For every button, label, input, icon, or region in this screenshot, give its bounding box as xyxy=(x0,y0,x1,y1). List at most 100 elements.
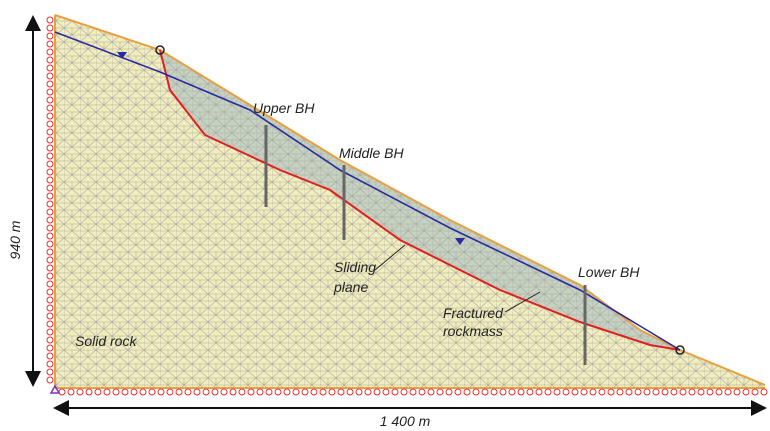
roller-support xyxy=(47,249,53,255)
roller-support xyxy=(518,389,524,395)
roller-support xyxy=(383,389,389,395)
roller-support xyxy=(77,389,83,395)
roller-support xyxy=(47,105,53,111)
roller-support xyxy=(47,161,53,167)
roller-support xyxy=(590,389,596,395)
roller-support xyxy=(47,33,53,39)
roller-support xyxy=(293,389,299,395)
roller-support xyxy=(47,17,53,23)
roller-support xyxy=(221,389,227,395)
roller-support xyxy=(446,389,452,395)
roller-support xyxy=(509,389,515,395)
roller-support xyxy=(47,361,53,367)
roller-support xyxy=(401,389,407,395)
roller-support xyxy=(680,389,686,395)
roller-support xyxy=(275,389,281,395)
roller-support xyxy=(743,389,749,395)
roller-support xyxy=(47,241,53,247)
roller-support xyxy=(47,353,53,359)
roller-support xyxy=(47,121,53,127)
roller-support xyxy=(47,305,53,311)
label: Sliding xyxy=(334,259,376,275)
roller-support xyxy=(635,389,641,395)
roller-support xyxy=(338,389,344,395)
roller-support xyxy=(239,389,245,395)
roller-support xyxy=(356,389,362,395)
roller-support xyxy=(716,389,722,395)
roller-support xyxy=(527,389,533,395)
label: Lower BH xyxy=(578,264,640,280)
dimension-label: 940 m xyxy=(7,220,23,259)
roller-support xyxy=(104,389,110,395)
roller-support xyxy=(176,389,182,395)
roller-support xyxy=(47,273,53,279)
roller-support xyxy=(230,389,236,395)
roller-support xyxy=(68,389,74,395)
roller-support xyxy=(581,389,587,395)
label: Fractured xyxy=(443,305,504,321)
roller-support xyxy=(734,389,740,395)
roller-support xyxy=(47,209,53,215)
roller-support xyxy=(194,389,200,395)
roller-support xyxy=(257,389,263,395)
roller-support xyxy=(158,389,164,395)
roller-support xyxy=(47,345,53,351)
roller-support xyxy=(47,185,53,191)
roller-support xyxy=(671,389,677,395)
roller-support xyxy=(47,297,53,303)
roller-support xyxy=(626,389,632,395)
roller-support xyxy=(662,389,668,395)
roller-support xyxy=(47,201,53,207)
roller-support xyxy=(140,389,146,395)
roller-support xyxy=(698,389,704,395)
roller-support xyxy=(47,49,53,55)
roller-support xyxy=(653,389,659,395)
roller-support xyxy=(725,389,731,395)
roller-support xyxy=(95,389,101,395)
roller-support xyxy=(320,389,326,395)
roller-support xyxy=(47,337,53,343)
roller-support xyxy=(464,389,470,395)
roller-support xyxy=(47,177,53,183)
roller-support xyxy=(617,389,623,395)
roller-support xyxy=(47,145,53,151)
roller-support xyxy=(689,389,695,395)
roller-support xyxy=(47,217,53,223)
roller-support xyxy=(563,389,569,395)
roller-support xyxy=(608,389,614,395)
roller-support xyxy=(47,89,53,95)
roller-support xyxy=(59,389,65,395)
roller-support xyxy=(113,389,119,395)
roller-support xyxy=(455,389,461,395)
roller-support xyxy=(47,233,53,239)
label: Upper BH xyxy=(253,100,315,116)
roller-support xyxy=(311,389,317,395)
roller-support xyxy=(599,389,605,395)
roller-support xyxy=(47,329,53,335)
roller-support xyxy=(47,137,53,143)
label: rockmass xyxy=(443,323,503,339)
roller-support xyxy=(752,389,758,395)
label: Solid rock xyxy=(75,333,137,349)
roller-support xyxy=(47,265,53,271)
roller-support xyxy=(47,313,53,319)
roller-support xyxy=(644,389,650,395)
roller-support xyxy=(47,169,53,175)
slope-model: Upper BH Middle BH Lower BH Sliding plan… xyxy=(0,0,770,431)
roller-support xyxy=(284,389,290,395)
roller-support xyxy=(482,389,488,395)
roller-support xyxy=(47,377,53,383)
roller-support xyxy=(47,57,53,63)
roller-support xyxy=(707,389,713,395)
roller-support xyxy=(347,389,353,395)
roller-support xyxy=(47,25,53,31)
roller-support xyxy=(302,389,308,395)
roller-support xyxy=(47,73,53,79)
roller-support xyxy=(47,129,53,135)
roller-support xyxy=(410,389,416,395)
roller-support xyxy=(47,41,53,47)
dimension-label: 1 400 m xyxy=(380,413,431,429)
roller-support xyxy=(86,389,92,395)
roller-support xyxy=(248,389,254,395)
roller-support xyxy=(365,389,371,395)
